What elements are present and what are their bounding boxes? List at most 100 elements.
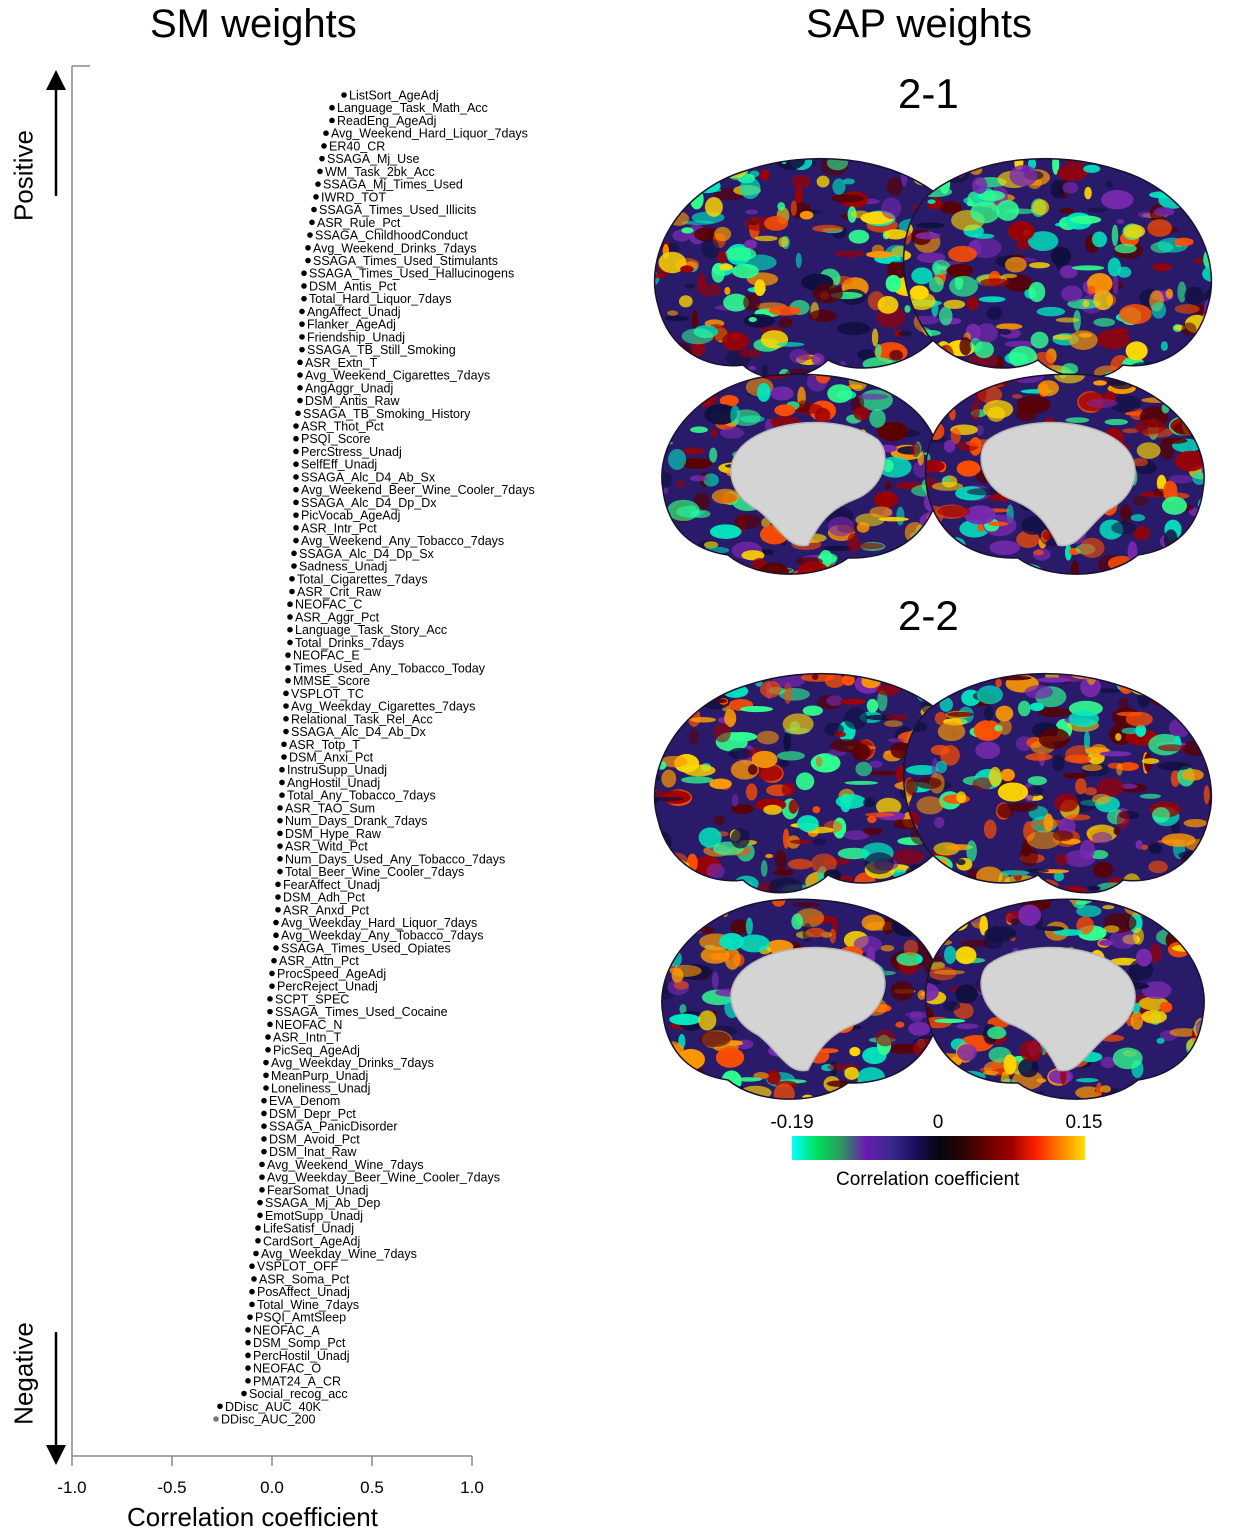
data-point bbox=[251, 1276, 257, 1282]
data-point-label: VSPLOT_TC bbox=[291, 687, 364, 701]
data-point-label: WM_Task_2bk_Acc bbox=[325, 165, 435, 179]
data-point bbox=[245, 1339, 251, 1346]
data-point bbox=[249, 1263, 255, 1270]
data-point bbox=[299, 346, 305, 353]
data-point-label: DSM_Antis_Raw bbox=[305, 394, 400, 408]
data-point bbox=[273, 945, 279, 951]
data-point-label: Avg_Weekday_Beer_Wine_Cooler_7days bbox=[267, 1171, 500, 1185]
data-point-label: SCPT_SPEC bbox=[275, 992, 349, 1006]
data-point bbox=[321, 143, 327, 149]
data-point bbox=[281, 754, 287, 760]
data-point-label: DSM_Antis_Pct bbox=[309, 279, 397, 293]
data-point-label: Times_Used_Any_Tobacco_Today bbox=[293, 661, 486, 675]
data-point-label: NEOFAC_N bbox=[275, 1018, 342, 1032]
data-point bbox=[275, 894, 281, 900]
data-point-label: SSAGA_Times_Used_Stimulants bbox=[313, 254, 498, 268]
data-point-label: DDisc_AUC_40K bbox=[225, 1400, 322, 1414]
data-point bbox=[285, 665, 291, 671]
data-point bbox=[297, 385, 303, 391]
data-point bbox=[293, 461, 299, 467]
brain-medial-view bbox=[924, 898, 1205, 1100]
data-point-label: Language_Task_Story_Acc bbox=[295, 623, 447, 637]
data-point bbox=[301, 295, 307, 302]
data-point-label: DSM_Avoid_Pct bbox=[269, 1132, 360, 1146]
data-point bbox=[267, 1021, 273, 1028]
data-point bbox=[341, 92, 347, 98]
data-point bbox=[259, 1187, 265, 1193]
data-point-label: NEOFAC_C bbox=[295, 598, 362, 612]
data-point-label: Avg_Weekend_Hard_Liquor_7days bbox=[331, 127, 528, 141]
data-point bbox=[277, 817, 283, 824]
data-point-label: ASR_Intr_Pct bbox=[301, 521, 377, 535]
data-point-label: ER40_CR bbox=[329, 139, 385, 153]
data-point-label: DSM_Inat_Raw bbox=[269, 1145, 358, 1159]
data-point bbox=[259, 1174, 265, 1180]
brain-lateral-view bbox=[902, 157, 1213, 379]
data-point bbox=[247, 1314, 253, 1320]
data-point bbox=[329, 117, 335, 124]
data-point-label: DSM_Adh_Pct bbox=[283, 891, 366, 905]
data-point bbox=[265, 1047, 271, 1053]
data-point bbox=[293, 448, 299, 455]
data-point-label: Avg_Weekday_Wine_7days bbox=[261, 1247, 417, 1261]
data-point-label: PMAT24_A_CR bbox=[253, 1374, 341, 1388]
data-point-label: Avg_Weekend_Any_Tobacco_7days bbox=[301, 534, 504, 548]
data-point-label: SSAGA_Times_Used_Illicits bbox=[319, 203, 476, 217]
data-point bbox=[241, 1390, 247, 1397]
data-point-label: Num_Days_Used_Any_Tobacco_7days bbox=[285, 852, 505, 866]
data-point bbox=[269, 970, 275, 977]
data-point-label: FearAffect_Unadj bbox=[283, 878, 380, 892]
data-point bbox=[309, 219, 315, 226]
data-point-label: NEOFAC_A bbox=[253, 1323, 320, 1337]
data-point-label: ASR_Attn_Pct bbox=[279, 954, 359, 968]
data-point-label: Num_Days_Drank_7days bbox=[285, 814, 427, 828]
data-point-label: NEOFAC_O bbox=[253, 1362, 321, 1376]
data-point bbox=[245, 1378, 251, 1384]
data-point-label: PercReject_Unadj bbox=[277, 980, 378, 994]
data-point bbox=[295, 410, 301, 417]
data-point bbox=[245, 1365, 251, 1371]
data-point bbox=[283, 728, 289, 735]
data-point bbox=[245, 1352, 251, 1359]
data-point bbox=[275, 906, 281, 913]
data-point-label: PosAffect_Unadj bbox=[257, 1285, 350, 1299]
data-point bbox=[305, 244, 311, 251]
data-point-label: ASR_Thot_Pct bbox=[301, 420, 384, 434]
data-point bbox=[213, 1416, 219, 1422]
data-point bbox=[277, 805, 283, 811]
data-point bbox=[277, 868, 283, 875]
data-point-label: Total_Beer_Wine_Cooler_7days bbox=[285, 865, 464, 879]
sm-weights-chart: -1.0 -0.5 0.0 0.5 1.0 ListSort_AgeAdjLanguag… bbox=[46, 65, 535, 1497]
data-point-label: SSAGA_PanicDisorder bbox=[269, 1120, 398, 1134]
data-point bbox=[313, 194, 319, 200]
data-point-label: Avg_Weekend_Drinks_7days bbox=[313, 241, 477, 255]
data-point bbox=[283, 716, 289, 722]
data-point-label: DSM_Hype_Raw bbox=[285, 827, 382, 841]
data-point-label: FearSomat_Unadj bbox=[267, 1183, 368, 1197]
data-point-label: Total_Any_Tobacco_7days bbox=[287, 789, 436, 803]
sm-weights-title: SM weights bbox=[150, 2, 357, 46]
data-point-label: Avg_Weekend_Cigarettes_7days bbox=[305, 369, 490, 383]
data-point bbox=[263, 1085, 269, 1091]
data-point bbox=[289, 588, 295, 595]
data-point bbox=[293, 486, 299, 493]
data-point-label: IWRD_TOT bbox=[321, 190, 386, 204]
data-point bbox=[255, 1225, 261, 1231]
data-point-label: EmotSupp_Unadj bbox=[265, 1209, 363, 1223]
data-point-label: VSPLOT_OFF bbox=[257, 1260, 339, 1274]
data-point-label: CardSort_AgeAdj bbox=[263, 1234, 360, 1248]
data-point-label: SSAGA_Times_Used_Hallucinogens bbox=[309, 267, 514, 281]
data-point bbox=[253, 1250, 259, 1257]
data-point-label: Sadness_Unadj bbox=[299, 560, 387, 574]
data-point-label: PSQI_Score bbox=[301, 432, 371, 446]
data-point bbox=[267, 996, 273, 1002]
data-point bbox=[217, 1403, 223, 1410]
data-point-label: InstruSupp_Unadj bbox=[287, 763, 387, 777]
data-point-label: ASR_Anxd_Pct bbox=[283, 903, 370, 917]
map-2-2-title: 2-2 bbox=[898, 592, 959, 639]
data-point-label: ASR_TAO_Sum bbox=[285, 801, 375, 815]
x-tick-label: 1.0 bbox=[460, 1478, 484, 1497]
data-point bbox=[283, 703, 289, 709]
data-point bbox=[257, 1199, 263, 1206]
data-point-label: Avg_Weekday_Drinks_7days bbox=[271, 1056, 434, 1070]
